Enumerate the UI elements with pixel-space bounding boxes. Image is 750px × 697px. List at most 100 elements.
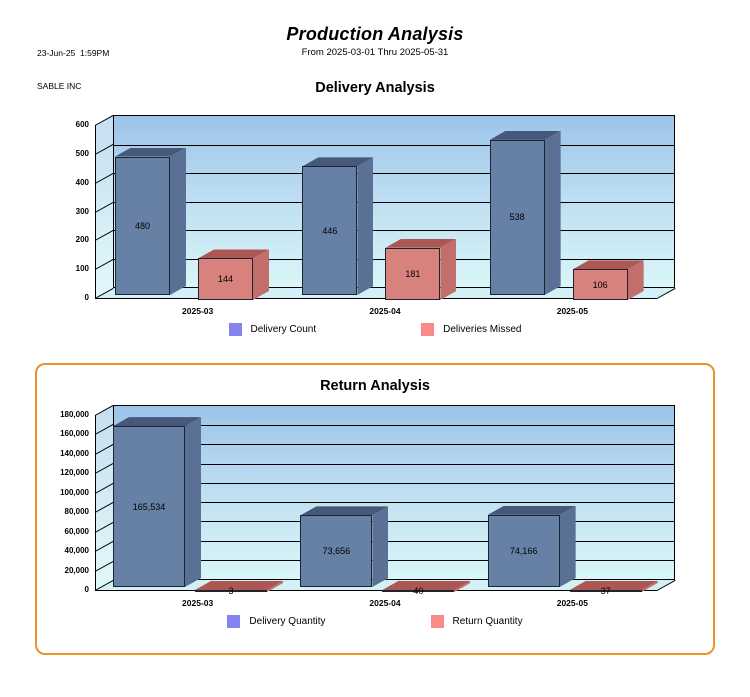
legend-label: Delivery Count: [250, 324, 317, 335]
return-analysis-box: Return Analysis 165,534 73,656 74,166 3 40 37…: [35, 363, 715, 655]
report-title: Production Analysis: [286, 24, 464, 44]
bar-value-label: 3: [228, 586, 234, 596]
y-axis-label: 400: [75, 177, 89, 187]
report-datetime: 23-Jun-25 1:59PM: [37, 48, 110, 58]
gridline: [114, 144, 674, 146]
gridline: [114, 521, 674, 523]
bar-value-label: 480: [134, 220, 151, 231]
bar-series1-cat1: 181: [385, 247, 441, 300]
legend-label: Deliveries Missed: [443, 324, 522, 335]
return-analysis-chart: Return Analysis 165,534 73,656 74,166 3 40 37…: [37, 378, 713, 640]
delivery-analysis-chart: Delivery Analysis 480 446 538 144 181 106 0 100…: [55, 80, 695, 347]
plot-canvas: 480 446 538 144 181 106: [94, 114, 676, 303]
y-axis-label: 40,000: [64, 546, 89, 556]
return-analysis-plot: 165,534 73,656 74,166 3 40 37 0 20,000 40,000 60,…: [37, 404, 713, 640]
bar-top-face: [489, 130, 561, 140]
gridline: [114, 463, 674, 465]
bar-side-face: [267, 581, 283, 592]
y-axis-label: 80,000: [64, 507, 89, 517]
gridline: [114, 502, 674, 504]
bar-series0-cat2: 538: [489, 139, 545, 295]
bar-value-label: 144: [217, 274, 234, 285]
bar-series1-cat1: 40: [382, 586, 455, 596]
x-axis-label: 2025-04: [369, 598, 401, 608]
chart-title-delivery: Delivery Analysis: [315, 80, 435, 96]
x-axis-label: 2025-03: [182, 306, 214, 316]
y-axis-label: 0: [84, 585, 89, 594]
bar-series0-cat0: 165,534: [113, 426, 185, 587]
gridline: [114, 230, 674, 231]
y-axis-label: 100,000: [60, 487, 89, 497]
bar-series1-cat0: 144: [198, 258, 253, 300]
gridline: [114, 559, 674, 561]
bar-side-face: [544, 130, 561, 295]
bar-series0-cat1: 73,656: [300, 515, 373, 587]
y-axis-label: 100: [75, 264, 89, 274]
bar-side-face: [170, 147, 186, 295]
bar-value-label: 106: [592, 279, 608, 290]
bar-side-face: [185, 417, 201, 587]
legend: Delivery Count Deliveries Missed: [55, 323, 695, 336]
legend-swatch: [430, 615, 444, 628]
legend-swatch: [421, 323, 435, 336]
bar-series1-cat2: 37: [569, 586, 642, 596]
x-axis-front-line: [95, 298, 657, 299]
y-axis-label: 20,000: [64, 565, 89, 575]
y-axis-label: 140,000: [60, 448, 89, 458]
legend-item: Delivery Quantity: [227, 615, 326, 628]
bar-series1-cat2: 106: [572, 269, 628, 300]
y-axis-label: 120,000: [60, 468, 89, 478]
bar-value-label: 538: [509, 212, 525, 223]
gridline: [114, 444, 674, 446]
bar-series0-cat1: 446: [302, 166, 358, 295]
y-axis-label: 0: [84, 293, 89, 302]
bar-top-face: [302, 157, 374, 167]
bar-top-face: [487, 505, 576, 515]
report-subtitle: From 2025-03-01 Thru 2025-05-31: [301, 47, 449, 58]
y-axis-line: [95, 415, 96, 590]
x-axis-label: 2025-04: [369, 306, 401, 316]
legend-item: Return Quantity: [430, 615, 523, 628]
bar-value-label: 73,656: [322, 546, 351, 557]
x-axis-front-line: [95, 590, 657, 591]
legend-label: Delivery Quantity: [249, 616, 326, 627]
bar-top-face: [198, 249, 269, 259]
bar-top-face: [382, 581, 471, 590]
bar-top-face: [113, 417, 201, 427]
x-axis-label: 2025-05: [556, 598, 588, 608]
bar-side-face: [454, 581, 471, 592]
bar-top-face: [385, 238, 457, 248]
y-axis-label: 600: [75, 120, 89, 129]
legend-swatch: [228, 323, 242, 336]
company-name: SABLE INC: [37, 81, 82, 91]
gridline: [114, 173, 674, 174]
bar-series0-cat0: 480: [115, 156, 170, 295]
report-header-left: 23-Jun-25 1:59PM SABLE INC: [37, 26, 109, 114]
y-axis-label: 500: [75, 148, 89, 158]
bar-top-face: [572, 260, 644, 270]
y-axis-label: 300: [75, 206, 89, 216]
bar-side-face: [559, 505, 576, 587]
legend-item: Deliveries Missed: [421, 323, 521, 336]
bar-value-label: 74,166: [509, 545, 538, 556]
y-axis-label: 60,000: [64, 526, 89, 536]
y-axis-label: 160,000: [60, 429, 89, 439]
bar-series1-cat0: 3: [195, 586, 267, 596]
plot-back-wall: [113, 405, 675, 580]
bar-side-face: [253, 249, 269, 300]
gridline: [114, 425, 674, 427]
bar-side-face: [440, 238, 457, 300]
bar-value-label: 181: [405, 268, 421, 279]
bar-side-face: [357, 157, 374, 295]
gridline: [114, 482, 674, 484]
y-axis-label: 180,000: [60, 410, 89, 419]
bar-top-face: [569, 581, 658, 590]
legend-swatch: [227, 615, 241, 628]
bar-value-label: 40: [413, 586, 424, 596]
bar-side-face: [641, 581, 658, 592]
gridline: [114, 540, 674, 542]
x-axis-label: 2025-05: [556, 306, 588, 316]
plot-floor: [95, 580, 675, 590]
bar-side-face: [627, 260, 644, 300]
